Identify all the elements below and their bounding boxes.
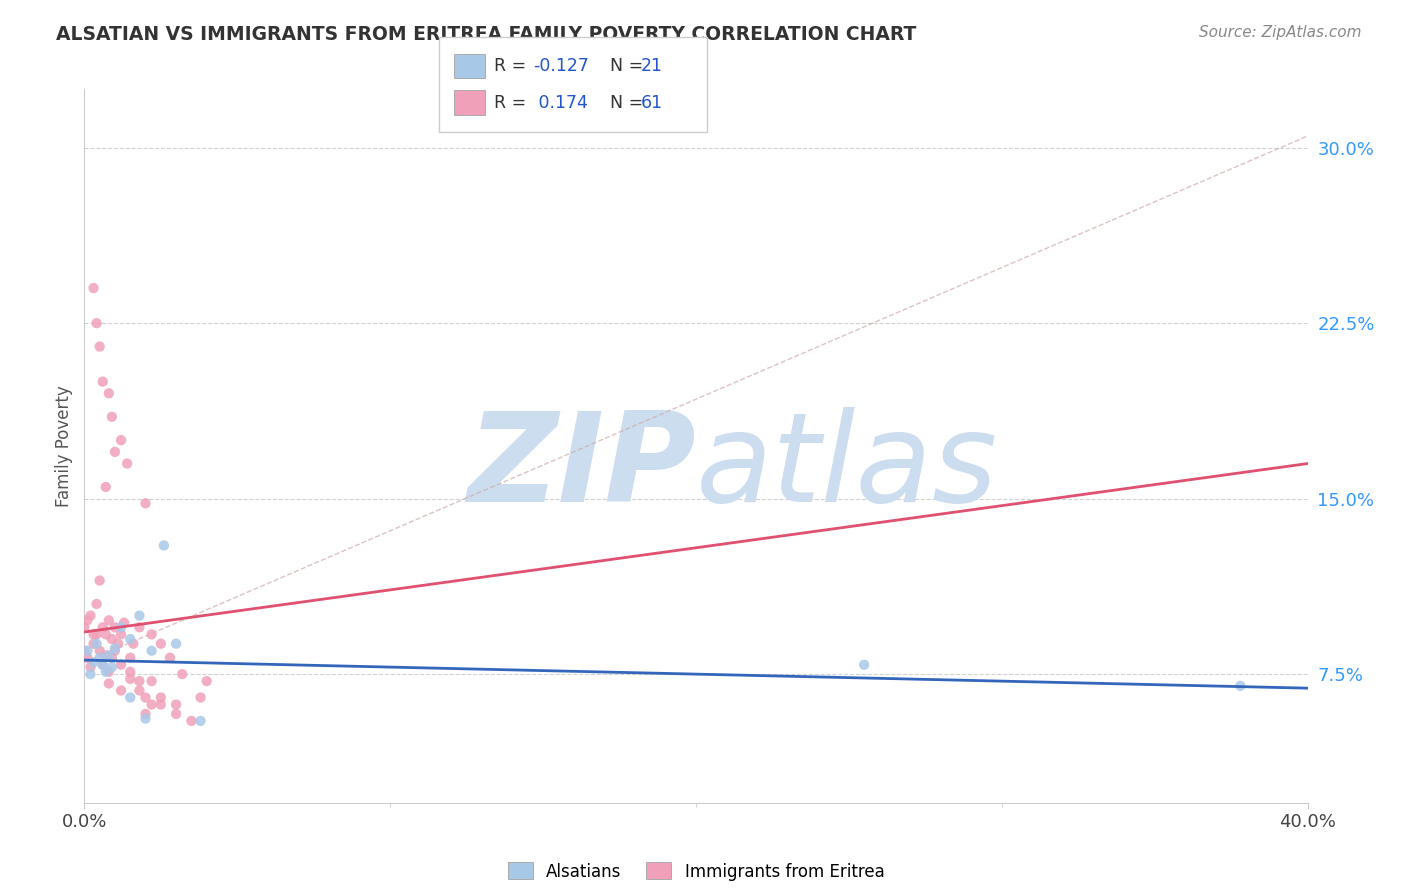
Point bbox=[86, 637, 108, 651]
Point bbox=[141, 627, 163, 641]
Text: N =: N = bbox=[599, 94, 648, 112]
Point bbox=[165, 706, 187, 721]
Text: R =: R = bbox=[494, 57, 531, 75]
Point bbox=[120, 690, 142, 705]
Point bbox=[97, 613, 120, 627]
Point bbox=[128, 620, 150, 634]
Point bbox=[120, 632, 142, 646]
Point bbox=[89, 574, 111, 588]
Point bbox=[165, 698, 187, 712]
Point bbox=[141, 644, 163, 658]
Point bbox=[86, 627, 108, 641]
Point bbox=[86, 597, 108, 611]
Point bbox=[120, 665, 142, 679]
Text: N =: N = bbox=[599, 57, 648, 75]
Point bbox=[128, 674, 150, 689]
Point bbox=[107, 637, 129, 651]
Point bbox=[86, 316, 108, 330]
Text: 61: 61 bbox=[641, 94, 664, 112]
Point bbox=[110, 683, 132, 698]
Point bbox=[76, 613, 98, 627]
Point bbox=[110, 433, 132, 447]
Text: ZIP: ZIP bbox=[467, 407, 696, 528]
Point bbox=[79, 660, 101, 674]
Point bbox=[120, 672, 142, 686]
Point bbox=[94, 648, 117, 663]
Text: 21: 21 bbox=[641, 57, 664, 75]
Point bbox=[91, 375, 114, 389]
Point bbox=[149, 690, 172, 705]
Point bbox=[76, 644, 98, 658]
Text: R =: R = bbox=[494, 94, 531, 112]
Point bbox=[853, 657, 876, 672]
Point bbox=[101, 409, 124, 424]
Point bbox=[1229, 679, 1251, 693]
Point bbox=[120, 650, 142, 665]
Y-axis label: Family Poverty: Family Poverty bbox=[55, 385, 73, 507]
Point bbox=[79, 667, 101, 681]
Point bbox=[128, 608, 150, 623]
Point bbox=[149, 637, 172, 651]
Point bbox=[83, 656, 105, 670]
Point bbox=[149, 698, 172, 712]
Point bbox=[104, 620, 127, 634]
Point bbox=[122, 637, 145, 651]
Text: Source: ZipAtlas.com: Source: ZipAtlas.com bbox=[1198, 25, 1361, 40]
Point bbox=[97, 676, 120, 690]
Point bbox=[89, 340, 111, 354]
Point bbox=[91, 657, 114, 672]
Point bbox=[97, 386, 120, 401]
Point bbox=[141, 698, 163, 712]
Point bbox=[180, 714, 202, 728]
Point bbox=[110, 620, 132, 634]
Point bbox=[115, 457, 138, 471]
Text: ALSATIAN VS IMMIGRANTS FROM ERITREA FAMILY POVERTY CORRELATION CHART: ALSATIAN VS IMMIGRANTS FROM ERITREA FAMI… bbox=[56, 25, 917, 44]
Point bbox=[94, 480, 117, 494]
Point bbox=[73, 620, 96, 634]
Point bbox=[112, 615, 135, 630]
Point bbox=[97, 665, 120, 679]
Point bbox=[97, 648, 120, 663]
Legend: Alsatians, Immigrants from Eritrea: Alsatians, Immigrants from Eritrea bbox=[501, 855, 891, 888]
Point bbox=[104, 445, 127, 459]
Point bbox=[135, 690, 157, 705]
Point bbox=[135, 706, 157, 721]
Point bbox=[91, 657, 114, 672]
Point bbox=[195, 674, 218, 689]
Point bbox=[135, 712, 157, 726]
Text: atlas: atlas bbox=[696, 407, 998, 528]
Point bbox=[83, 637, 105, 651]
Point bbox=[101, 650, 124, 665]
Point bbox=[83, 627, 105, 641]
Point bbox=[165, 637, 187, 651]
Point bbox=[110, 657, 132, 672]
Point bbox=[104, 644, 127, 658]
Point bbox=[76, 650, 98, 665]
Point bbox=[190, 690, 212, 705]
Point bbox=[89, 650, 111, 665]
Point bbox=[101, 660, 124, 674]
Point bbox=[159, 650, 181, 665]
Point bbox=[83, 281, 105, 295]
Point bbox=[172, 667, 194, 681]
Text: -0.127: -0.127 bbox=[533, 57, 589, 75]
Point bbox=[190, 714, 212, 728]
Point bbox=[79, 608, 101, 623]
Text: 0.174: 0.174 bbox=[533, 94, 588, 112]
Point bbox=[141, 674, 163, 689]
Point bbox=[153, 538, 176, 552]
Point bbox=[110, 627, 132, 641]
Point bbox=[94, 665, 117, 679]
Point bbox=[89, 644, 111, 658]
Point bbox=[94, 627, 117, 641]
Point bbox=[135, 496, 157, 510]
Point bbox=[128, 683, 150, 698]
Point bbox=[101, 632, 124, 646]
Point bbox=[73, 644, 96, 658]
Point bbox=[104, 641, 127, 656]
Point bbox=[91, 620, 114, 634]
